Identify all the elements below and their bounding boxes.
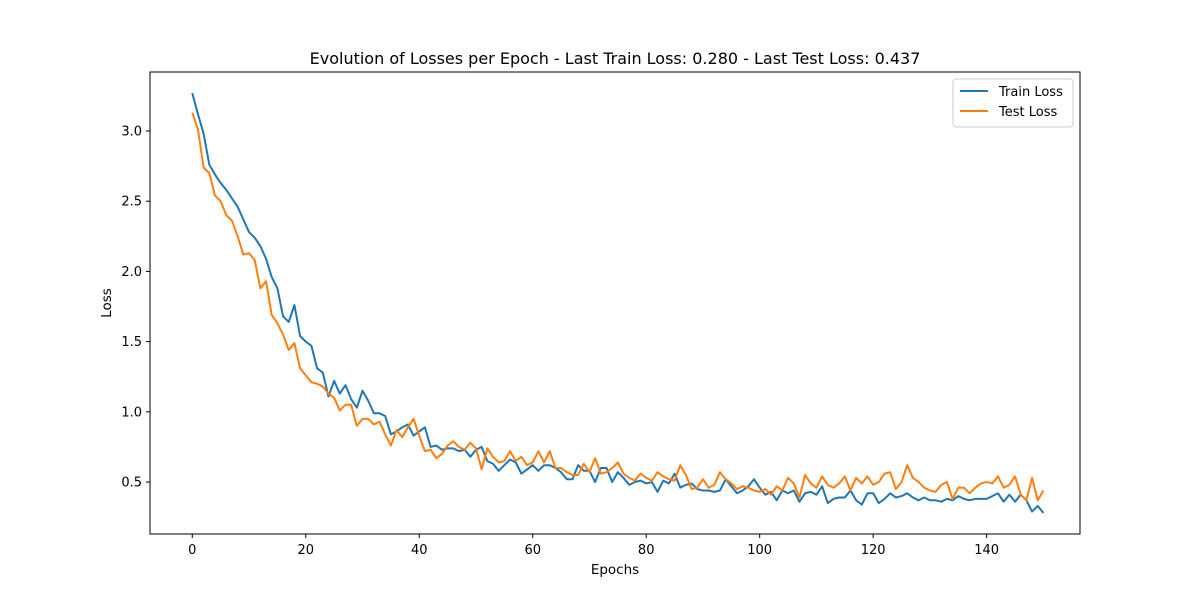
y-tick-label: 0.5 [121,476,142,491]
y-tick-label: 1.0 [121,405,142,420]
x-tick-label: 80 [638,543,655,558]
y-axis-label: Loss [99,288,115,318]
x-tick-label: 120 [861,543,886,558]
y-tick-label: 2.0 [121,265,142,280]
x-tick-label: 40 [411,543,428,558]
y-tick-label: 1.5 [121,335,142,350]
x-tick-label: 0 [188,543,196,558]
chart-title: Evolution of Losses per Epoch - Last Tra… [310,49,921,68]
y-tick-label: 3.0 [121,124,142,139]
series-line-train-loss [191,92,1045,514]
legend-label-train-loss: Train Loss [998,85,1063,100]
x-axis-label: Epochs [591,562,639,578]
series-line-test-loss [191,112,1045,502]
y-tick-label: 2.5 [121,195,142,210]
y-axis-ticks: 0.5 1.0 1.5 2.0 2.5 3.0 [121,124,150,491]
x-tick-label: 60 [524,543,541,558]
x-axis-ticks: 0 20 40 60 80 100 120 140 [188,534,999,558]
legend-label-test-loss: Test Loss [998,105,1057,120]
x-tick-label: 20 [297,543,314,558]
x-tick-label: 140 [974,543,999,558]
x-tick-label: 100 [747,543,772,558]
plot-frame [149,71,1081,535]
plot-area [150,72,1080,534]
series-layer [191,92,1045,514]
legend: Train Loss Test Loss [952,78,1074,128]
